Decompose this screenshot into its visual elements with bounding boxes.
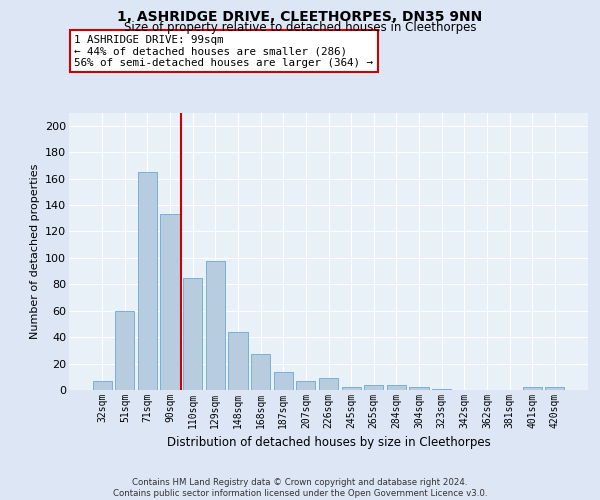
Bar xyxy=(138,172,157,390)
Text: Contains HM Land Registry data © Crown copyright and database right 2024.
Contai: Contains HM Land Registry data © Crown c… xyxy=(113,478,487,498)
Text: 1 ASHRIDGE DRIVE: 99sqm
← 44% of detached houses are smaller (286)
56% of semi-d: 1 ASHRIDGE DRIVE: 99sqm ← 44% of detache… xyxy=(74,35,373,68)
Bar xyxy=(409,388,428,390)
Bar xyxy=(160,214,180,390)
Y-axis label: Number of detached properties: Number of detached properties xyxy=(29,164,40,339)
Bar xyxy=(274,372,293,390)
Bar xyxy=(319,378,338,390)
Text: Size of property relative to detached houses in Cleethorpes: Size of property relative to detached ho… xyxy=(124,21,476,34)
X-axis label: Distribution of detached houses by size in Cleethorpes: Distribution of detached houses by size … xyxy=(167,436,490,450)
Bar xyxy=(341,388,361,390)
Bar xyxy=(92,381,112,390)
Bar xyxy=(387,384,406,390)
Bar xyxy=(364,384,383,390)
Bar xyxy=(296,381,316,390)
Bar xyxy=(432,388,451,390)
Bar xyxy=(115,310,134,390)
Text: 1, ASHRIDGE DRIVE, CLEETHORPES, DN35 9NN: 1, ASHRIDGE DRIVE, CLEETHORPES, DN35 9NN xyxy=(118,10,482,24)
Bar xyxy=(523,388,542,390)
Bar xyxy=(206,260,225,390)
Bar xyxy=(229,332,248,390)
Bar xyxy=(545,388,565,390)
Bar xyxy=(251,354,270,390)
Bar xyxy=(183,278,202,390)
